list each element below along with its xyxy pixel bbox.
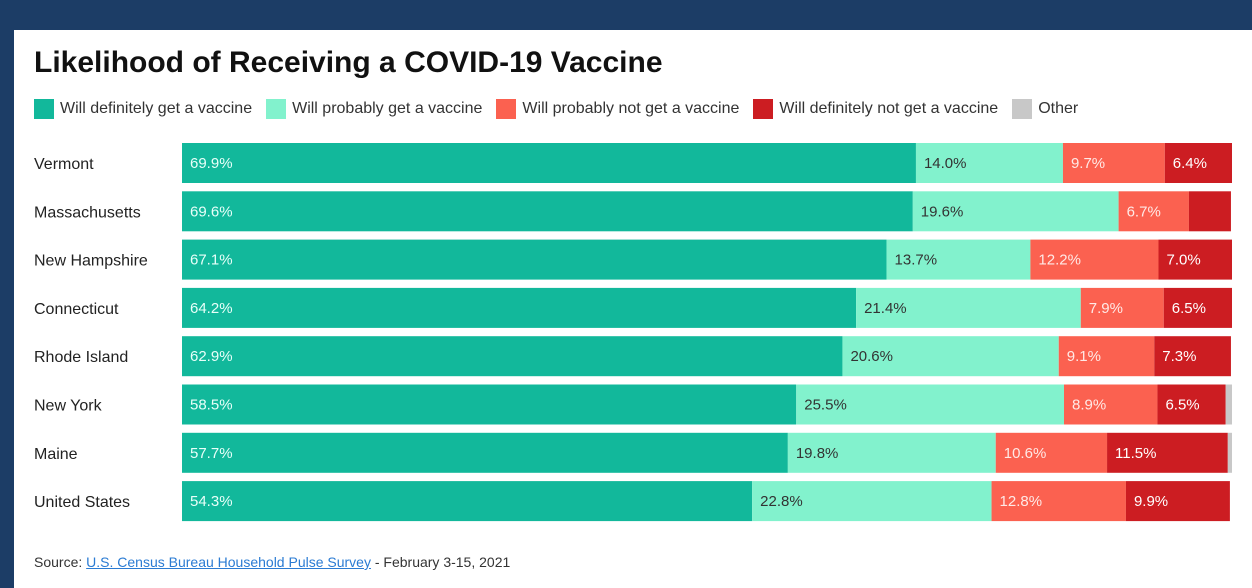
data-label: 19.8% [796, 445, 839, 462]
category-label: Maine [34, 446, 78, 463]
data-label: 9.9% [1134, 493, 1168, 510]
data-label: 6.5% [1172, 300, 1206, 317]
bar-segment [1154, 336, 1231, 377]
bar-segment [1107, 432, 1228, 473]
data-label: 6.5% [1165, 397, 1199, 414]
bar-segment [182, 384, 797, 425]
data-label: 12.8% [1000, 493, 1043, 510]
category-label: Massachusetts [34, 204, 141, 221]
data-label: 7.9% [1089, 300, 1123, 317]
data-label: 64.2% [190, 300, 233, 317]
legend-item: Will definitely not get a vaccine [753, 99, 998, 119]
legend-item: Will definitely get a vaccine [34, 99, 252, 119]
category-label: New Hampshire [34, 253, 148, 270]
data-label: 62.9% [190, 348, 233, 365]
category-label: Vermont [34, 156, 94, 173]
chart-title: Likelihood of Receiving a COVID-19 Vacci… [34, 46, 663, 79]
data-label: 58.5% [190, 397, 233, 414]
bar-segment [1188, 191, 1231, 232]
bar-segment [1118, 191, 1189, 232]
bar-segment [991, 481, 1126, 522]
data-label: 10.6% [1004, 445, 1047, 462]
source-link[interactable]: U.S. Census Bureau Household Pulse Surve… [86, 554, 371, 570]
data-label: 20.6% [850, 348, 893, 365]
legend-swatch [496, 99, 517, 119]
data-label: 11.5% [1115, 445, 1156, 462]
bar-segment [1125, 481, 1230, 522]
legend-item: Will probably get a vaccine [266, 99, 482, 119]
bar-segment [1030, 239, 1159, 280]
bar-segment [995, 432, 1108, 473]
bar-segment [1163, 287, 1232, 328]
bar-segment [1164, 143, 1232, 183]
bar-segment [856, 287, 1081, 328]
bar-segment [182, 432, 788, 473]
bar-segment [1227, 432, 1232, 473]
data-label: 25.5% [804, 397, 847, 414]
data-label: 13.7% [895, 252, 938, 269]
bar-segment [182, 336, 843, 377]
legend-swatch [34, 99, 54, 119]
bar-segment [182, 191, 913, 232]
data-label: 9.1% [1067, 348, 1101, 365]
bar-segment [1158, 239, 1232, 280]
data-label: 7.0% [1167, 252, 1201, 269]
data-label: 54.3% [190, 493, 233, 510]
legend-swatch [266, 99, 287, 119]
legend-item: Other [1012, 99, 1078, 119]
legend-label: Will definitely not get a vaccine [779, 100, 999, 117]
data-label: 57.7% [190, 445, 233, 462]
data-label: 67.1% [190, 252, 233, 269]
data-label: 6.4% [1173, 155, 1207, 172]
bar-segment [796, 384, 1064, 425]
data-label: 19.6% [921, 203, 964, 220]
data-label: 6.7% [1127, 203, 1161, 220]
source-note: Source: U.S. Census Bureau Household Pul… [34, 554, 510, 570]
chart-panel: Likelihood of Receiving a COVID-19 Vacci… [14, 30, 1252, 588]
legend-label: Will definitely get a vaccine [60, 100, 253, 117]
source-suffix: - February 3-15, 2021 [370, 554, 511, 570]
data-label: 69.6% [190, 203, 233, 220]
bar-segment [886, 239, 1031, 280]
category-label: New York [34, 398, 103, 415]
bar-segment [182, 287, 857, 328]
bar-segment [787, 432, 996, 473]
bar-segment [1062, 143, 1165, 183]
data-label: 14.0% [924, 155, 967, 172]
bar-segment [1080, 287, 1164, 328]
source-prefix: Source: [34, 554, 87, 570]
bar-segment [842, 336, 1059, 377]
bar-segment [182, 481, 753, 522]
data-label: 7.3% [1162, 348, 1196, 365]
legend-label: Will probably get a vaccine [292, 100, 483, 117]
legend-label: Will probably not get a vaccine [522, 100, 740, 117]
category-label: Connecticut [34, 301, 119, 318]
bar-segment [182, 239, 887, 280]
bar-segment [915, 143, 1063, 183]
bar-segment [182, 143, 916, 183]
bar-segment [1157, 384, 1226, 425]
legend-label: Other [1038, 100, 1079, 117]
category-label: Rhode Island [34, 349, 128, 366]
bar-segment [1225, 384, 1232, 425]
bar-segment [1058, 336, 1155, 377]
data-label: 22.8% [760, 493, 803, 510]
legend-item: Will probably not get a vaccine [496, 99, 739, 119]
data-label: 9.7% [1071, 155, 1105, 172]
chart-legend: Will definitely get a vaccine Will probab… [34, 98, 1078, 120]
bar-segment [912, 191, 1119, 232]
data-label: 21.4% [864, 300, 907, 317]
legend-swatch [1012, 99, 1033, 119]
legend-swatch [753, 99, 774, 119]
bar-segment [752, 481, 992, 522]
data-label: 69.9% [190, 155, 233, 172]
data-label: 8.9% [1072, 397, 1106, 414]
bar-segment [1064, 384, 1158, 425]
category-label: United States [34, 494, 130, 511]
stacked-bar-chart: Vermont 69.9% 14.0% 9.7% 6.4% Massachusetts 69… [34, 143, 1232, 522]
data-label: 12.2% [1038, 252, 1081, 269]
